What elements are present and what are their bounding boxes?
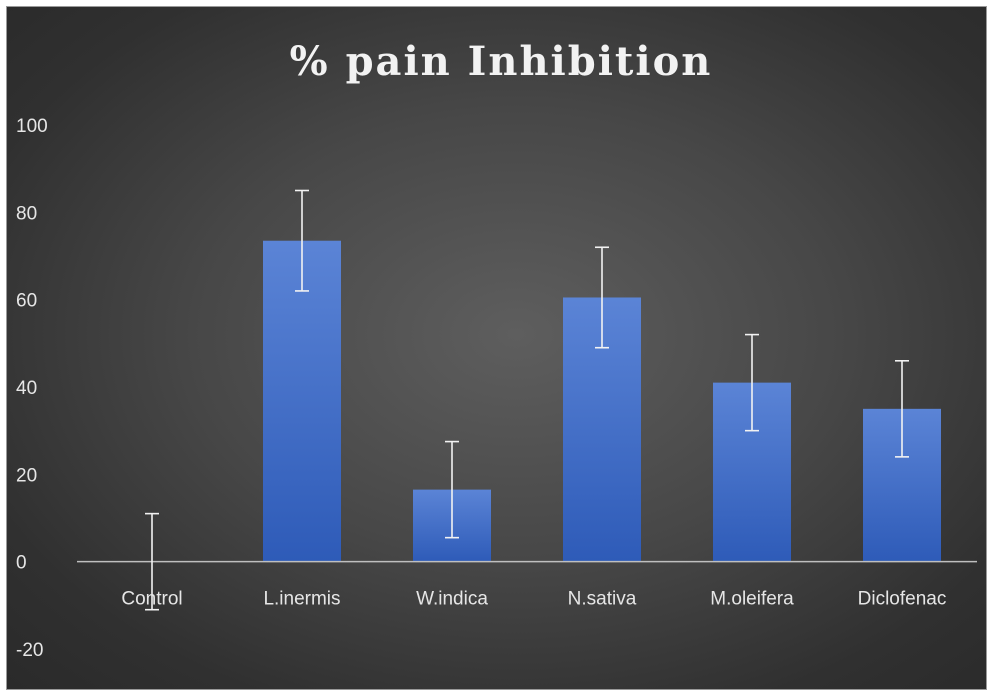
bar-chart: % pain Inhibition -20 0 20 40 60 80 100 Contro… bbox=[16, 38, 977, 661]
x-category-label: Diclofenac bbox=[858, 589, 947, 610]
y-axis-tick-labels: -20 0 20 40 60 80 100 bbox=[16, 116, 48, 661]
x-category-label: Control bbox=[121, 589, 182, 610]
y-tick-label: -20 bbox=[16, 640, 43, 661]
x-category-label: M.oleifera bbox=[710, 589, 794, 610]
x-category-label: L.inermis bbox=[263, 589, 340, 610]
x-axis-category-labels: Control L.inermis W.indica N.sativa M.oleife… bbox=[121, 589, 946, 610]
bar-l-inermis bbox=[263, 240, 341, 562]
error-bars-group bbox=[145, 189, 909, 611]
error-bar-m-oleifera bbox=[745, 333, 759, 432]
y-tick-label: 80 bbox=[16, 203, 37, 224]
error-bar-diclofenac bbox=[895, 359, 909, 458]
x-category-label: N.sativa bbox=[568, 589, 637, 610]
error-bar-w-indica bbox=[445, 440, 459, 539]
y-tick-label: 40 bbox=[16, 378, 37, 399]
y-tick-label: 100 bbox=[16, 116, 48, 137]
error-bar-l-inermis bbox=[295, 189, 309, 292]
chart-frame: % pain Inhibition -20 0 20 40 60 80 100 Contro… bbox=[6, 6, 987, 690]
y-tick-label: 0 bbox=[16, 553, 27, 574]
x-category-label: W.indica bbox=[416, 589, 488, 610]
chart-title: % pain Inhibition bbox=[290, 38, 713, 85]
y-tick-label: 20 bbox=[16, 465, 37, 486]
error-bar-n-sativa bbox=[595, 246, 609, 349]
y-tick-label: 60 bbox=[16, 291, 37, 312]
error-bar-control bbox=[145, 512, 159, 611]
